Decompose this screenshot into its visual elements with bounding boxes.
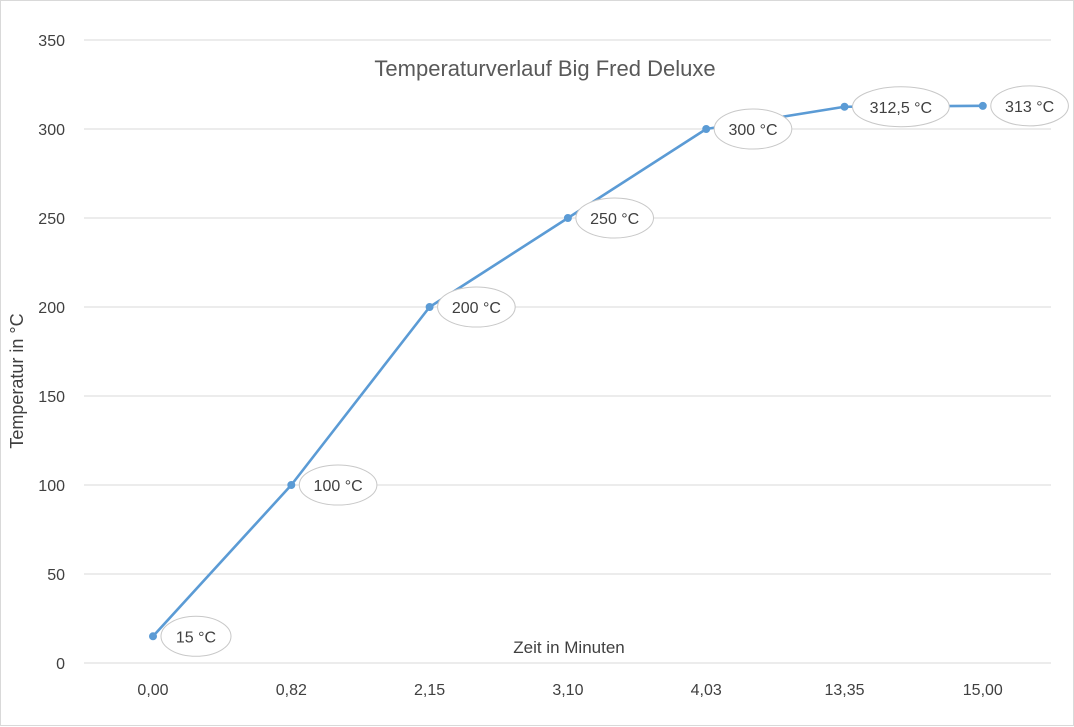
y-axis-title: Temperatur in °C <box>7 313 27 448</box>
chart-title: Temperaturverlauf Big Fred Deluxe <box>374 56 715 81</box>
data-label-text: 15 °C <box>176 629 216 646</box>
gridlines <box>84 39 1051 664</box>
y-tick-label: 150 <box>38 389 65 406</box>
y-tick-label: 100 <box>38 478 65 495</box>
x-tick-label: 2,15 <box>414 682 445 699</box>
data-point <box>978 101 987 110</box>
data-label-text: 200 °C <box>452 300 501 317</box>
x-tick-label: 15,00 <box>963 682 1003 699</box>
data-label: 250 °C <box>575 197 655 239</box>
series-line <box>151 104 985 638</box>
x-axis-ticks: 0,00 0,82 2,15 3,10 4,03 13,35 15,00 <box>137 682 1002 699</box>
y-tick-label: 250 <box>38 211 65 228</box>
x-tick-label: 4,03 <box>691 682 722 699</box>
data-point <box>425 303 434 311</box>
series-temperature <box>149 101 987 641</box>
data-label-bubble <box>437 286 516 328</box>
data-label-bubble <box>160 615 232 657</box>
data-label-text: 312,5 °C <box>870 100 932 117</box>
data-label-bubble <box>575 197 655 239</box>
data-label: 300 °C <box>713 108 793 150</box>
data-label-text: 100 °C <box>314 478 363 495</box>
data-labels: 15 °C 100 °C 200 °C 250 °C 300 °C 312,5 °C 313… <box>160 85 1069 657</box>
y-axis-ticks: 0 50 100 150 200 250 300 350 <box>38 33 65 673</box>
data-label-bubble <box>852 86 950 128</box>
data-label-bubble <box>298 464 378 506</box>
data-label-text: 313 °C <box>1005 99 1054 116</box>
x-tick-label: 3,10 <box>552 682 583 699</box>
y-tick-label: 300 <box>38 122 65 139</box>
data-point <box>287 481 296 489</box>
data-point <box>563 214 572 222</box>
data-label-text: 250 °C <box>590 211 639 228</box>
y-tick-label: 0 <box>56 656 65 673</box>
data-label: 312,5 °C <box>852 86 950 128</box>
x-tick-label: 13,35 <box>824 682 864 699</box>
data-label: 15 °C <box>160 615 232 657</box>
data-label-bubble <box>990 85 1069 127</box>
y-tick-label: 50 <box>47 567 65 584</box>
data-point <box>840 102 849 111</box>
data-label: 313 °C <box>990 85 1069 127</box>
x-tick-label: 0,82 <box>276 682 307 699</box>
x-axis-title: Zeit in Minuten <box>513 638 625 657</box>
data-label: 200 °C <box>437 286 516 328</box>
data-label: 100 °C <box>298 464 378 506</box>
data-label-text: 300 °C <box>728 122 777 139</box>
y-tick-label: 350 <box>38 33 65 50</box>
data-label-bubble <box>713 108 793 150</box>
y-tick-label: 200 <box>38 300 65 317</box>
x-tick-label: 0,00 <box>137 682 168 699</box>
data-point <box>149 632 157 641</box>
data-point <box>702 125 711 133</box>
